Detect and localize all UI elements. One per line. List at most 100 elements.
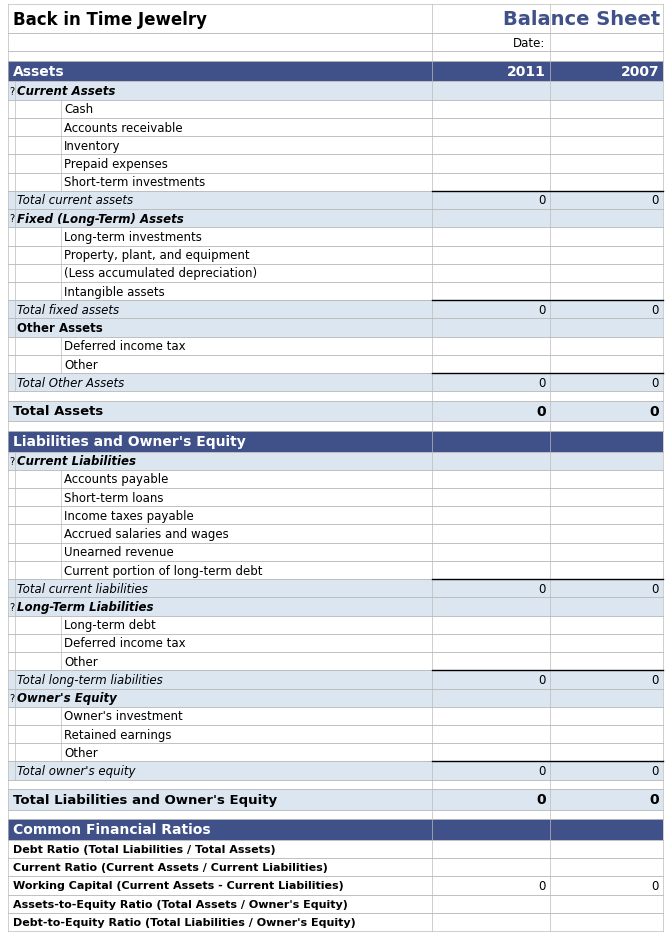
Bar [8, 840, 663, 858]
Bar [8, 876, 663, 895]
Text: Other: Other [64, 746, 98, 759]
Text: ?: ? [9, 214, 14, 224]
Bar [8, 228, 663, 246]
Bar [8, 762, 663, 780]
Bar [8, 82, 663, 100]
Bar [8, 319, 663, 337]
Text: Assets: Assets [13, 65, 65, 79]
Text: Income taxes payable: Income taxes payable [64, 509, 194, 522]
Text: Back in Time Jewelry: Back in Time Jewelry [13, 10, 207, 29]
Text: Other: Other [64, 358, 98, 372]
Text: Retained earnings: Retained earnings [64, 728, 172, 740]
Bar [8, 725, 663, 743]
Text: 0: 0 [536, 793, 546, 807]
Text: Date:: Date: [513, 37, 546, 50]
Bar [8, 562, 663, 579]
Bar [8, 34, 663, 52]
Bar [8, 689, 663, 707]
Bar [8, 780, 663, 789]
Bar [8, 506, 663, 525]
Text: (Less accumulated depreciation): (Less accumulated depreciation) [64, 267, 257, 280]
Text: Inventory: Inventory [64, 139, 121, 153]
Text: Total current liabilities: Total current liabilities [17, 582, 147, 595]
Text: Assets-to-Equity Ratio (Total Assets / Owner's Equity): Assets-to-Equity Ratio (Total Assets / O… [13, 899, 348, 909]
Text: Property, plant, and equipment: Property, plant, and equipment [64, 249, 250, 262]
Text: Long-term investments: Long-term investments [64, 230, 202, 243]
Text: 0: 0 [652, 195, 659, 207]
Bar [8, 356, 663, 373]
Bar [8, 265, 663, 283]
Bar [8, 635, 663, 652]
Text: 0: 0 [538, 673, 546, 686]
Bar [8, 819, 663, 840]
Text: ?: ? [9, 602, 14, 612]
Text: 0: 0 [652, 376, 659, 389]
Bar [8, 543, 663, 562]
Text: Owner's investment: Owner's investment [64, 709, 183, 723]
Bar [8, 100, 663, 119]
Text: Current Ratio (Current Assets / Current Liabilities): Current Ratio (Current Assets / Current … [13, 862, 328, 872]
Text: 0: 0 [538, 195, 546, 207]
Text: ?: ? [9, 693, 14, 703]
Text: 2011: 2011 [507, 65, 546, 79]
Bar [8, 525, 663, 543]
Text: Working Capital (Current Assets - Current Liabilities): Working Capital (Current Assets - Curren… [13, 881, 344, 890]
Text: Deferred income tax: Deferred income tax [64, 636, 186, 650]
Text: 0: 0 [538, 765, 546, 777]
Bar [8, 810, 663, 819]
Text: 0: 0 [538, 376, 546, 389]
Bar [8, 452, 663, 470]
Bar [8, 579, 663, 598]
Bar [8, 652, 663, 670]
Bar [8, 470, 663, 489]
Text: Other: Other [64, 655, 98, 668]
Bar [8, 598, 663, 616]
Text: Accounts receivable: Accounts receivable [64, 122, 183, 135]
Bar [8, 401, 663, 422]
Text: 0: 0 [538, 879, 546, 892]
Bar [8, 192, 663, 210]
Bar [8, 616, 663, 635]
Text: Short-term loans: Short-term loans [64, 491, 164, 505]
Text: 0: 0 [652, 673, 659, 686]
Text: 0: 0 [538, 303, 546, 316]
Text: Other Assets: Other Assets [17, 322, 103, 335]
Text: Total long-term liabilities: Total long-term liabilities [17, 673, 163, 686]
Text: Total Other Assets: Total Other Assets [17, 376, 124, 389]
Text: Intangible assets: Intangible assets [64, 285, 165, 299]
Text: 0: 0 [652, 303, 659, 316]
Bar [8, 337, 663, 356]
Text: Current Assets: Current Assets [17, 85, 115, 98]
Text: Prepaid expenses: Prepaid expenses [64, 158, 168, 171]
Bar [8, 373, 663, 392]
Bar [8, 707, 663, 725]
Bar [8, 895, 663, 913]
Bar [8, 52, 663, 62]
Bar [8, 137, 663, 155]
Text: 0: 0 [652, 879, 659, 892]
Text: ?: ? [9, 86, 14, 96]
Bar [8, 283, 663, 300]
Bar [8, 173, 663, 192]
Text: Fixed (Long-Term) Assets: Fixed (Long-Term) Assets [17, 212, 183, 226]
Bar [8, 858, 663, 876]
Text: Total Liabilities and Owner's Equity: Total Liabilities and Owner's Equity [13, 793, 277, 806]
Bar [8, 670, 663, 689]
Bar [8, 392, 663, 401]
Text: Total current assets: Total current assets [17, 195, 133, 207]
Text: Total Assets: Total Assets [13, 405, 103, 418]
Text: Current portion of long-term debt: Current portion of long-term debt [64, 564, 263, 577]
Text: Short-term investments: Short-term investments [64, 176, 205, 189]
Text: 2007: 2007 [620, 65, 659, 79]
Text: Debt Ratio (Total Liabilities / Total Assets): Debt Ratio (Total Liabilities / Total As… [13, 844, 275, 854]
Text: 0: 0 [536, 404, 546, 418]
Bar [8, 5, 663, 34]
Bar [8, 155, 663, 173]
Bar [8, 210, 663, 228]
Bar [8, 300, 663, 319]
Text: Total owner's equity: Total owner's equity [17, 765, 135, 777]
Bar [8, 789, 663, 810]
Text: 0: 0 [538, 582, 546, 595]
Bar [8, 246, 663, 265]
Bar [8, 62, 663, 82]
